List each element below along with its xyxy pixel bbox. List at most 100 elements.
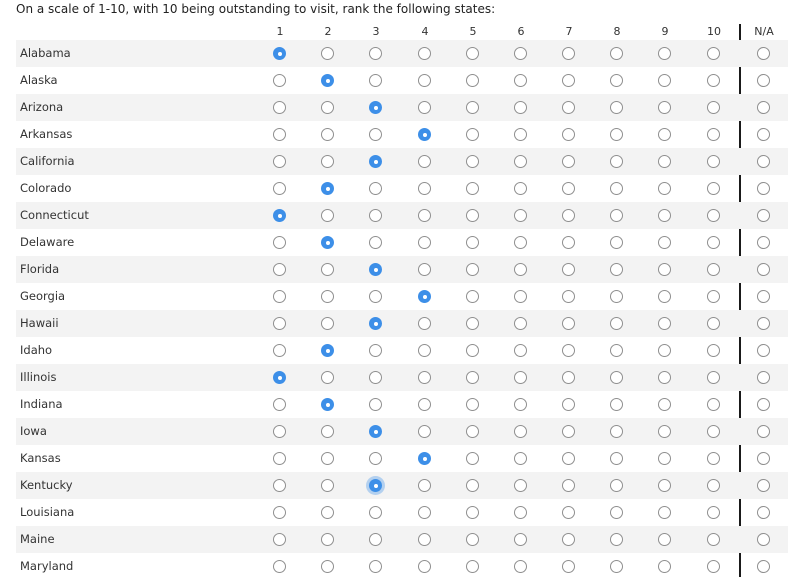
radio-connecticut-5[interactable] [466, 209, 479, 222]
radio-indiana-6[interactable] [514, 398, 527, 411]
radio-idaho-2[interactable] [321, 344, 334, 357]
radio-idaho-10[interactable] [707, 344, 720, 357]
radio-iowa-9[interactable] [658, 425, 671, 438]
radio-connecticut-7[interactable] [562, 209, 575, 222]
radio-alabama-10[interactable] [707, 47, 720, 60]
radio-colorado-10[interactable] [707, 182, 720, 195]
radio-louisiana-7[interactable] [562, 506, 575, 519]
radio-maryland-10[interactable] [707, 560, 720, 573]
radio-maine-5[interactable] [466, 533, 479, 546]
radio-idaho-3[interactable] [369, 344, 382, 357]
radio-iowa-3[interactable] [369, 425, 382, 438]
radio-hawaii-8[interactable] [610, 317, 623, 330]
radio-arizona-2[interactable] [321, 101, 334, 114]
radio-kansas-4[interactable] [418, 452, 431, 465]
radio-arkansas-7[interactable] [562, 128, 575, 141]
radio-alabama-5[interactable] [466, 47, 479, 60]
radio-kentucky-1[interactable] [273, 479, 286, 492]
radio-maine-na[interactable] [757, 533, 770, 546]
radio-kentucky-3[interactable] [369, 479, 382, 492]
radio-illinois-8[interactable] [610, 371, 623, 384]
radio-alaska-3[interactable] [369, 74, 382, 87]
radio-illinois-1[interactable] [273, 371, 286, 384]
radio-colorado-5[interactable] [466, 182, 479, 195]
radio-maine-7[interactable] [562, 533, 575, 546]
radio-hawaii-na[interactable] [757, 317, 770, 330]
radio-arkansas-4[interactable] [418, 128, 431, 141]
radio-connecticut-9[interactable] [658, 209, 671, 222]
radio-maryland-na[interactable] [757, 560, 770, 573]
radio-maine-4[interactable] [418, 533, 431, 546]
radio-georgia-2[interactable] [321, 290, 334, 303]
radio-kentucky-na[interactable] [757, 479, 770, 492]
radio-connecticut-1[interactable] [273, 209, 286, 222]
radio-maine-2[interactable] [321, 533, 334, 546]
radio-indiana-8[interactable] [610, 398, 623, 411]
radio-iowa-na[interactable] [757, 425, 770, 438]
radio-louisiana-9[interactable] [658, 506, 671, 519]
radio-iowa-7[interactable] [562, 425, 575, 438]
radio-kansas-na[interactable] [757, 452, 770, 465]
radio-hawaii-1[interactable] [273, 317, 286, 330]
radio-georgia-4[interactable] [418, 290, 431, 303]
radio-florida-na[interactable] [757, 263, 770, 276]
radio-alaska-9[interactable] [658, 74, 671, 87]
radio-colorado-1[interactable] [273, 182, 286, 195]
radio-colorado-9[interactable] [658, 182, 671, 195]
radio-georgia-na[interactable] [757, 290, 770, 303]
radio-alaska-7[interactable] [562, 74, 575, 87]
radio-connecticut-10[interactable] [707, 209, 720, 222]
radio-delaware-7[interactable] [562, 236, 575, 249]
radio-california-8[interactable] [610, 155, 623, 168]
radio-illinois-5[interactable] [466, 371, 479, 384]
radio-alaska-10[interactable] [707, 74, 720, 87]
radio-arizona-8[interactable] [610, 101, 623, 114]
radio-alabama-8[interactable] [610, 47, 623, 60]
radio-connecticut-3[interactable] [369, 209, 382, 222]
radio-idaho-7[interactable] [562, 344, 575, 357]
radio-alaska-na[interactable] [757, 74, 770, 87]
radio-colorado-4[interactable] [418, 182, 431, 195]
radio-kentucky-2[interactable] [321, 479, 334, 492]
radio-delaware-2[interactable] [321, 236, 334, 249]
radio-california-5[interactable] [466, 155, 479, 168]
radio-colorado-3[interactable] [369, 182, 382, 195]
radio-arizona-na[interactable] [757, 101, 770, 114]
radio-california-2[interactable] [321, 155, 334, 168]
radio-arizona-7[interactable] [562, 101, 575, 114]
radio-florida-8[interactable] [610, 263, 623, 276]
radio-florida-1[interactable] [273, 263, 286, 276]
radio-illinois-4[interactable] [418, 371, 431, 384]
radio-arizona-1[interactable] [273, 101, 286, 114]
radio-alaska-6[interactable] [514, 74, 527, 87]
radio-georgia-1[interactable] [273, 290, 286, 303]
radio-delaware-na[interactable] [757, 236, 770, 249]
radio-iowa-10[interactable] [707, 425, 720, 438]
radio-illinois-3[interactable] [369, 371, 382, 384]
radio-georgia-6[interactable] [514, 290, 527, 303]
radio-indiana-3[interactable] [369, 398, 382, 411]
radio-kansas-10[interactable] [707, 452, 720, 465]
radio-indiana-4[interactable] [418, 398, 431, 411]
radio-indiana-7[interactable] [562, 398, 575, 411]
radio-florida-7[interactable] [562, 263, 575, 276]
radio-connecticut-na[interactable] [757, 209, 770, 222]
radio-hawaii-4[interactable] [418, 317, 431, 330]
radio-florida-3[interactable] [369, 263, 382, 276]
radio-alabama-3[interactable] [369, 47, 382, 60]
radio-georgia-8[interactable] [610, 290, 623, 303]
radio-alaska-8[interactable] [610, 74, 623, 87]
radio-colorado-7[interactable] [562, 182, 575, 195]
radio-illinois-na[interactable] [757, 371, 770, 384]
radio-kansas-1[interactable] [273, 452, 286, 465]
radio-connecticut-8[interactable] [610, 209, 623, 222]
radio-california-6[interactable] [514, 155, 527, 168]
radio-kentucky-9[interactable] [658, 479, 671, 492]
radio-delaware-4[interactable] [418, 236, 431, 249]
radio-alabama-2[interactable] [321, 47, 334, 60]
radio-iowa-4[interactable] [418, 425, 431, 438]
radio-arkansas-na[interactable] [757, 128, 770, 141]
radio-illinois-2[interactable] [321, 371, 334, 384]
radio-florida-9[interactable] [658, 263, 671, 276]
radio-louisiana-8[interactable] [610, 506, 623, 519]
